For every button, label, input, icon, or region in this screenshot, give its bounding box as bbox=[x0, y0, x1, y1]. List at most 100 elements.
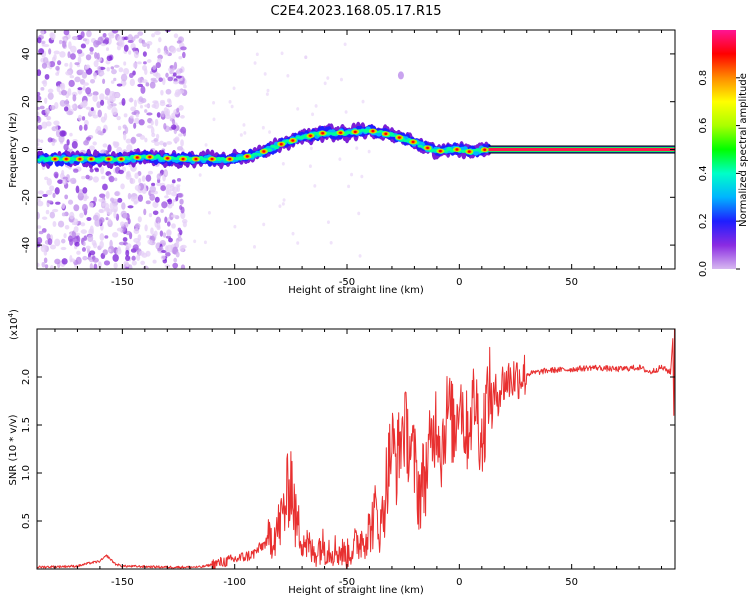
noise-speckle bbox=[58, 134, 65, 143]
noise-speckle bbox=[37, 190, 44, 195]
signal-hotspot bbox=[426, 146, 429, 150]
noise-speckle bbox=[107, 218, 112, 225]
noise-speckle bbox=[145, 250, 151, 257]
noise-speckle bbox=[59, 83, 64, 89]
noise-speckle bbox=[161, 249, 167, 253]
noise-speckle bbox=[367, 149, 371, 154]
noise-speckle bbox=[67, 51, 71, 59]
noise-speckle bbox=[175, 75, 182, 79]
noise-speckle bbox=[89, 51, 94, 55]
noise-speckle bbox=[99, 72, 105, 76]
noise-speckle bbox=[309, 146, 313, 151]
noise-speckle bbox=[102, 32, 107, 38]
noise-speckle bbox=[104, 37, 110, 42]
noise-speckle bbox=[104, 88, 111, 96]
noise-speckle bbox=[79, 212, 84, 218]
noise-speckle bbox=[89, 263, 93, 269]
signal-band-cell bbox=[313, 131, 319, 136]
noise-speckle bbox=[129, 72, 134, 79]
noise-speckle bbox=[114, 191, 120, 197]
noise-speckle bbox=[93, 39, 100, 48]
noise-speckle bbox=[63, 106, 69, 112]
noise-speckle bbox=[120, 221, 125, 227]
signal-band-cell bbox=[126, 157, 132, 161]
noise-speckle bbox=[125, 266, 130, 269]
noise-speckle bbox=[139, 104, 144, 109]
noise-speckle bbox=[111, 69, 117, 75]
noise-speckle bbox=[99, 240, 104, 249]
noise-speckle bbox=[61, 89, 67, 96]
noise-speckle bbox=[180, 66, 185, 73]
noise-speckle bbox=[44, 97, 48, 104]
noise-speckle bbox=[134, 223, 141, 229]
snr-ytick-label: 0.5 bbox=[21, 513, 32, 529]
signal-hotspot bbox=[166, 157, 169, 160]
signal-band-cell bbox=[266, 148, 273, 153]
noise-speckle bbox=[86, 136, 92, 141]
noise-speckle bbox=[282, 198, 286, 202]
noise-speckle bbox=[128, 50, 132, 55]
noise-speckle bbox=[47, 88, 54, 93]
noise-speckle bbox=[151, 33, 156, 38]
noise-speckle bbox=[137, 194, 144, 202]
noise-speckle bbox=[37, 124, 43, 130]
noise-speckle bbox=[88, 202, 94, 208]
noise-speckle bbox=[179, 204, 183, 210]
colorbar-tick-label: 0.6 bbox=[698, 118, 709, 134]
noise-speckle bbox=[81, 203, 88, 212]
noise-speckle bbox=[123, 132, 127, 141]
noise-speckle bbox=[281, 202, 285, 206]
noise-speckle bbox=[86, 216, 92, 221]
noise-speckle bbox=[90, 107, 94, 112]
noise-speckle bbox=[81, 116, 86, 121]
noise-speckle bbox=[228, 100, 232, 104]
noise-speckle bbox=[104, 235, 109, 239]
noise-speckle bbox=[67, 199, 74, 205]
noise-speckle bbox=[41, 216, 48, 220]
signal-hotspot bbox=[439, 149, 442, 153]
noise-speckle bbox=[101, 175, 106, 180]
noise-speckle bbox=[71, 140, 78, 149]
noise-speckle bbox=[291, 231, 295, 236]
signal-hotspot bbox=[53, 157, 57, 161]
noise-speckle bbox=[155, 62, 161, 69]
noise-speckle bbox=[154, 141, 160, 147]
noise-speckle bbox=[62, 176, 68, 180]
spectrogram-ytick-label: 40 bbox=[21, 48, 32, 61]
noise-speckle bbox=[176, 68, 182, 75]
noise-speckle bbox=[103, 112, 108, 121]
noise-speckle bbox=[113, 177, 118, 182]
noise-speckle bbox=[109, 90, 116, 99]
noise-speckle bbox=[49, 211, 56, 219]
spectrogram-ylabel: Frequency (Hz) bbox=[8, 112, 19, 188]
noise-speckle bbox=[261, 125, 265, 130]
noise-speckle bbox=[123, 44, 129, 52]
noise-speckle bbox=[171, 179, 176, 184]
noise-speckle bbox=[152, 210, 159, 216]
spectrogram-xtick-label: -150 bbox=[111, 277, 134, 288]
noise-speckle bbox=[120, 183, 125, 190]
noise-speckle bbox=[163, 50, 170, 56]
noise-speckle bbox=[103, 260, 111, 266]
noise-speckle bbox=[53, 171, 59, 178]
noise-speckle bbox=[138, 119, 145, 126]
noise-speckle bbox=[68, 41, 72, 50]
noise-speckle bbox=[98, 209, 104, 213]
noise-speckle bbox=[61, 169, 65, 176]
noise-speckle bbox=[212, 100, 216, 105]
noise-speckle bbox=[77, 87, 83, 91]
snr-xtick-label: -50 bbox=[339, 577, 355, 588]
noise-speckle bbox=[157, 222, 161, 229]
noise-speckle bbox=[163, 107, 168, 114]
snr-xtick-label: 50 bbox=[565, 577, 578, 588]
signal-hotspot bbox=[148, 155, 152, 159]
snr-multiplier: (x104) bbox=[7, 309, 20, 340]
noise-speckle bbox=[123, 61, 127, 66]
noise-speckle bbox=[152, 100, 159, 104]
spectrogram-axes: -150 -100 -50 0 50 -40 -20 0 20 40 bbox=[21, 30, 675, 288]
noise-speckle bbox=[136, 254, 141, 262]
noise-speckle bbox=[159, 230, 164, 237]
noise-speckle bbox=[37, 211, 40, 220]
noise-speckle bbox=[54, 187, 60, 195]
noise-speckle bbox=[125, 173, 132, 180]
